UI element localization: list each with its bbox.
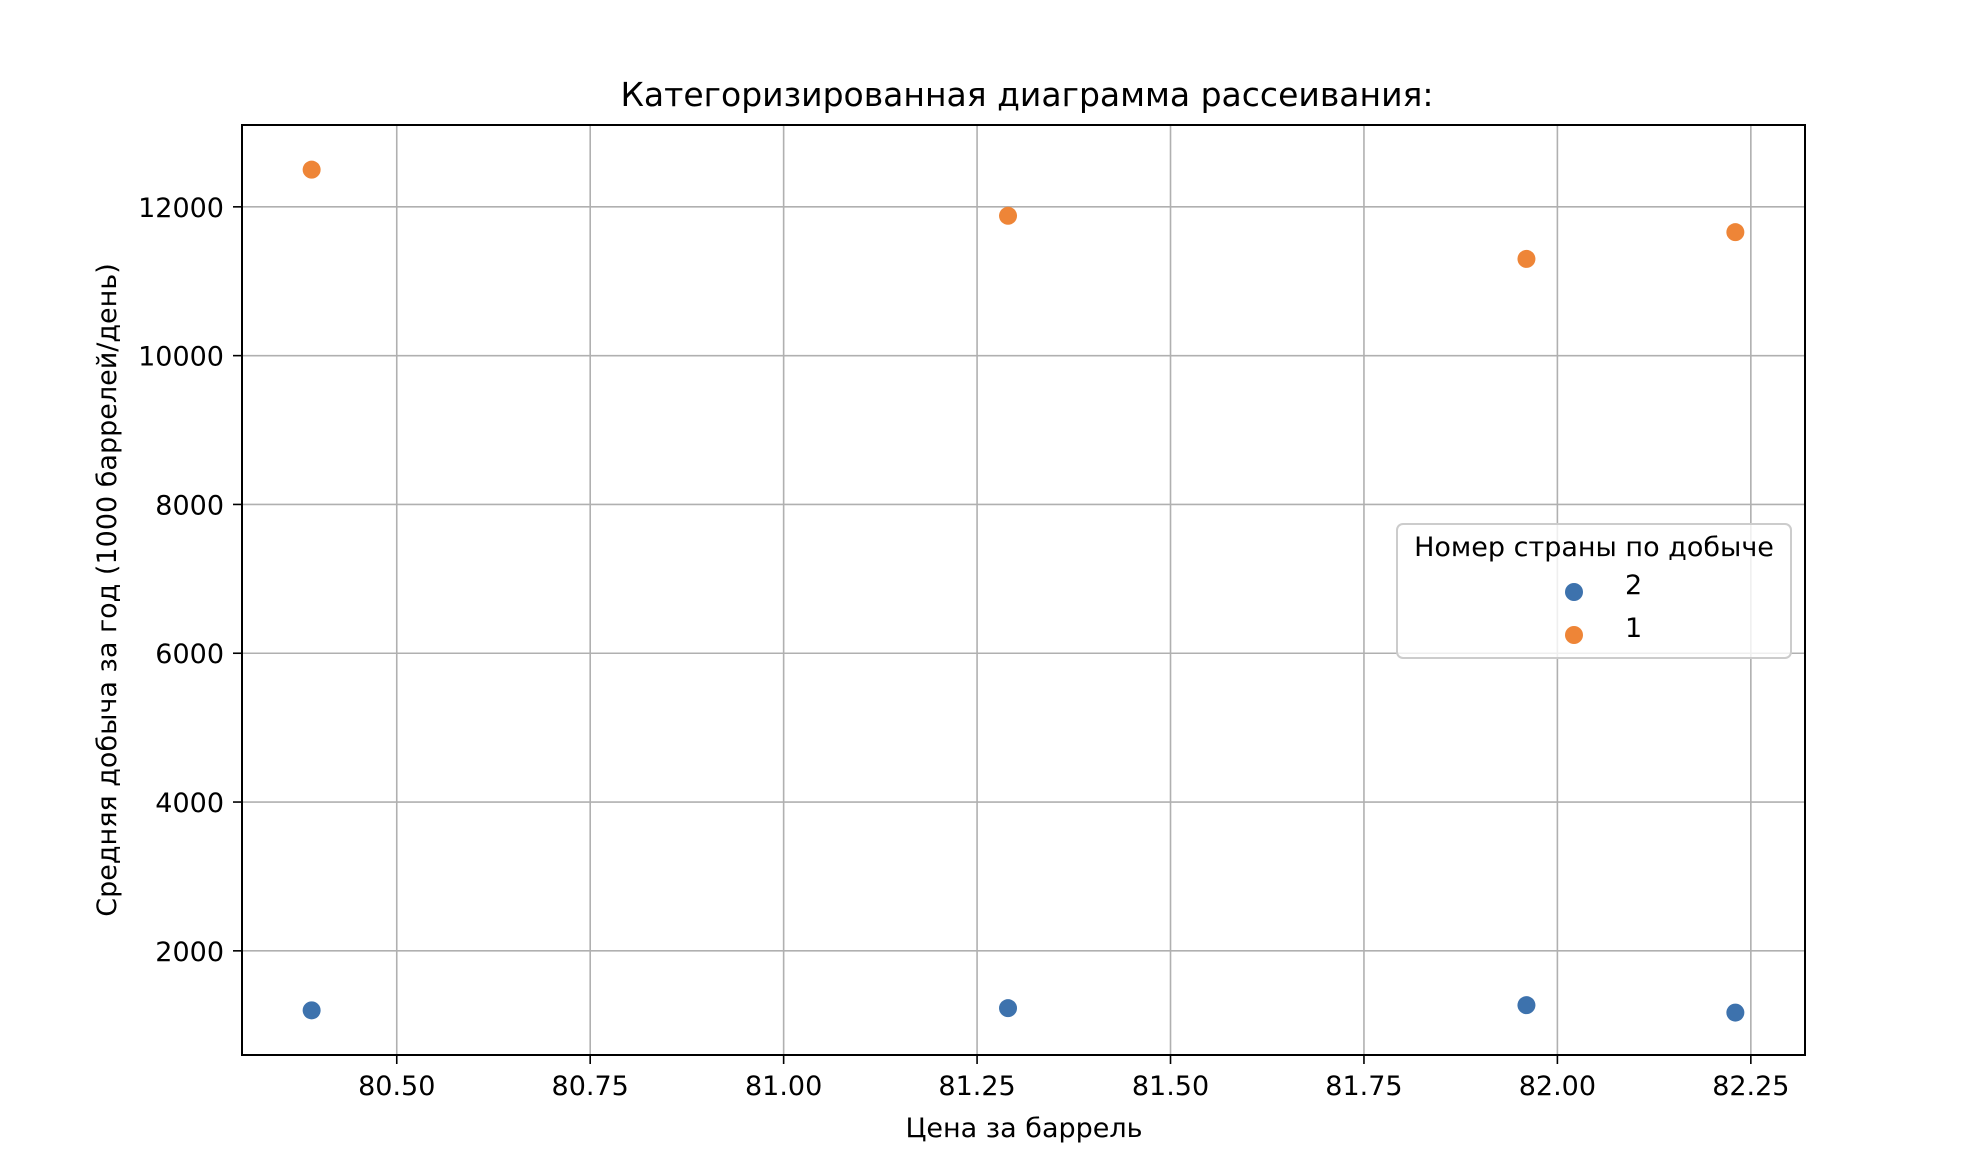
x-tick-label: 80.75	[552, 1071, 629, 1102]
x-tick-label: 80.50	[358, 1071, 435, 1102]
data-point-series-2	[999, 999, 1018, 1018]
chart-title: Категоризированная диаграмма рассеивания…	[621, 75, 1434, 114]
grid-lines	[242, 125, 1805, 1055]
x-tick-label: 81.50	[1132, 1071, 1209, 1102]
y-tick-label: 2000	[155, 937, 224, 968]
data-point-series-2	[1726, 1003, 1745, 1022]
x-tick-label: 82.00	[1519, 1071, 1596, 1102]
y-tick-label: 12000	[138, 193, 224, 224]
y-tick-label: 6000	[155, 639, 224, 670]
y-axis-ticks: 2000 4000 6000 8000 10000 12000	[138, 193, 242, 968]
legend-marker	[1565, 626, 1583, 644]
y-tick-label: 8000	[155, 490, 224, 521]
legend-label: 1	[1625, 613, 1642, 644]
x-tick-label: 81.25	[938, 1071, 1015, 1102]
data-point-series-1	[1517, 249, 1536, 268]
x-tick-label: 81.75	[1325, 1071, 1402, 1102]
y-tick-label: 4000	[155, 788, 224, 819]
x-axis-label: Цена за баррель	[905, 1113, 1142, 1144]
plot-area	[241, 124, 1806, 1056]
data-point-series-1	[999, 206, 1018, 225]
legend-items: 21	[1565, 570, 1642, 644]
data-points	[302, 160, 1745, 1022]
data-point-series-2	[1517, 996, 1536, 1015]
x-axis-ticks: 80.50 80.75 81.00 81.25 81.50 81.75 82.00 82.25	[358, 1055, 1789, 1102]
legend-marker	[1565, 583, 1583, 601]
legend-label: 2	[1625, 570, 1642, 601]
x-tick-label: 81.00	[745, 1071, 822, 1102]
x-tick-label: 82.25	[1712, 1071, 1789, 1102]
y-axis-label: Средняя добыча за год (1000 баррелей/ден…	[92, 263, 123, 916]
legend-box	[1396, 523, 1792, 659]
data-point-series-1	[1726, 223, 1745, 242]
legend-title: Номер страны по добыче	[1414, 532, 1774, 563]
y-tick-label: 10000	[138, 342, 224, 373]
legend: Номер страны по добыче 21	[1396, 523, 1792, 659]
data-point-series-1	[302, 160, 321, 179]
data-point-series-2	[302, 1001, 321, 1020]
